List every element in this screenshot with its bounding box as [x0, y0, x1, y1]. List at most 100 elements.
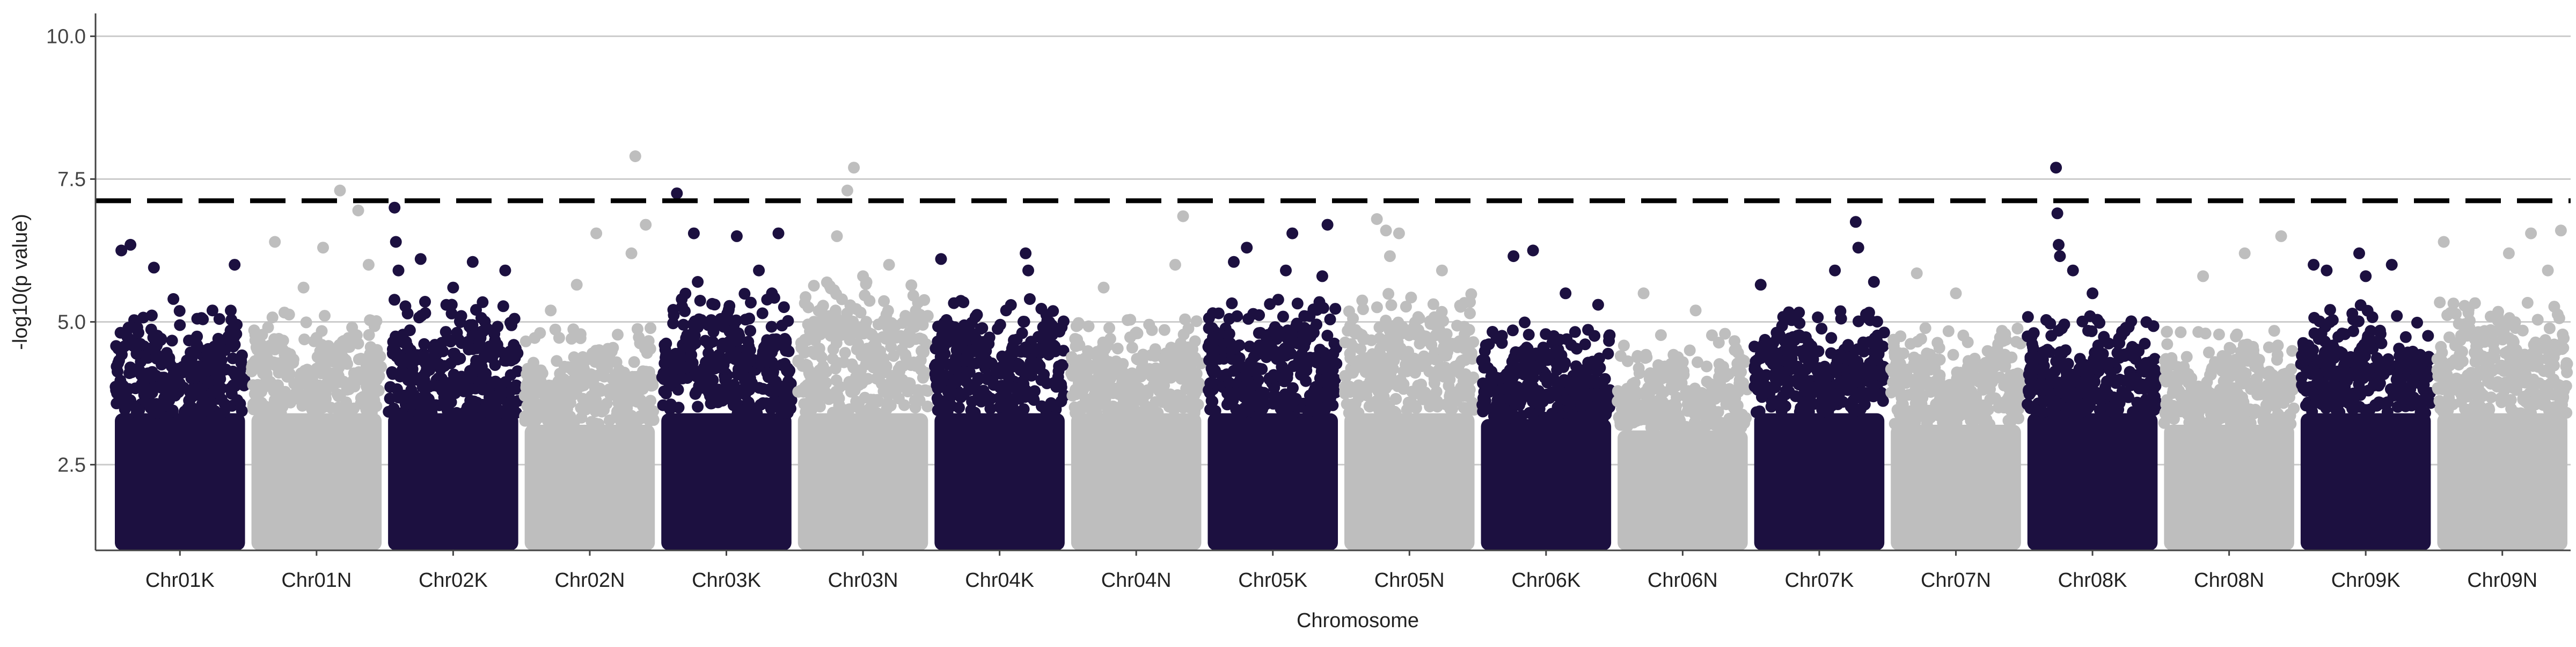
band-point	[2118, 348, 2130, 360]
band-point	[2296, 372, 2308, 383]
band-point	[1565, 382, 1577, 394]
band-point	[2011, 323, 2023, 335]
band-point	[283, 309, 295, 321]
band-point	[1382, 288, 1394, 300]
band-point	[588, 373, 599, 385]
band-point	[809, 395, 821, 406]
band-point	[2050, 396, 2061, 408]
band-Chr02N	[519, 322, 660, 550]
band-point	[1032, 343, 1044, 355]
band-point	[166, 335, 178, 346]
band-point	[1347, 312, 1359, 324]
band-point	[1769, 381, 1781, 393]
band-point	[477, 373, 488, 385]
dense-point-bands	[109, 276, 2573, 550]
band-point	[607, 342, 619, 354]
band-point	[1175, 338, 1187, 350]
band-point	[823, 312, 835, 324]
band-point	[136, 379, 148, 390]
band-point	[1811, 364, 1823, 375]
band-point	[497, 300, 509, 312]
band-point	[248, 324, 260, 336]
band-point	[1094, 357, 1106, 369]
band-point	[448, 348, 459, 360]
band-point	[1050, 402, 1062, 413]
band-point	[174, 319, 186, 331]
band-point	[880, 382, 891, 394]
band-point	[2139, 405, 2150, 417]
band-point	[1951, 367, 1963, 379]
band-point	[1655, 404, 1667, 416]
band-point	[2072, 376, 2084, 388]
band-Chr04N	[1065, 314, 1207, 550]
band-point	[1300, 375, 1312, 387]
band-point	[885, 341, 897, 353]
band-point	[2003, 401, 2015, 412]
band-point	[1908, 412, 1920, 424]
band-point	[1134, 370, 1146, 382]
band-point	[1409, 359, 1421, 371]
band-point	[2187, 394, 2199, 405]
band-point	[2084, 400, 2096, 412]
band-point	[1629, 377, 1641, 389]
band-point	[1943, 325, 1955, 337]
band-point	[1813, 345, 1825, 357]
band-point	[1685, 403, 1696, 415]
band-point	[1277, 350, 1289, 362]
band-point	[1261, 351, 1272, 363]
band-point	[1107, 403, 1119, 415]
band-point	[1488, 373, 1499, 385]
band-point	[2148, 320, 2160, 332]
band-point	[1710, 381, 1722, 393]
band-point	[699, 335, 711, 347]
band-point	[369, 320, 380, 332]
band-point	[1309, 405, 1321, 417]
band-point	[1390, 328, 1402, 339]
band-point	[2369, 399, 2381, 411]
band-point	[506, 319, 517, 331]
band-point	[419, 307, 431, 319]
band-point	[1823, 383, 1835, 395]
band-point	[574, 355, 586, 367]
band-point	[899, 310, 911, 322]
band-point	[589, 387, 601, 398]
band-point	[1029, 385, 1041, 397]
band-point	[2225, 343, 2237, 354]
band-point	[598, 359, 610, 370]
band-point	[537, 367, 548, 379]
band-point	[793, 355, 804, 367]
band-point	[2118, 375, 2130, 387]
band-point	[2278, 397, 2289, 409]
band-point	[1074, 354, 1086, 366]
band-point	[1213, 308, 1225, 319]
band-point	[2236, 372, 2248, 383]
band-point	[1431, 386, 1443, 398]
band-point	[737, 352, 749, 364]
band-point	[1279, 388, 1291, 400]
band-point	[348, 403, 360, 415]
band-point	[478, 343, 489, 355]
band-point	[844, 300, 856, 311]
band-point	[917, 372, 929, 384]
band-point	[1914, 388, 1926, 399]
band-point	[2059, 318, 2070, 330]
band-point	[2192, 326, 2204, 338]
band-point	[1859, 370, 1871, 382]
band-point	[298, 333, 310, 345]
band-point	[406, 398, 418, 410]
band-point	[1887, 366, 1899, 378]
band-point	[1408, 322, 1419, 333]
band-point	[854, 322, 866, 334]
band-point	[1018, 316, 1029, 328]
band-base-Chr02N	[525, 425, 655, 550]
band-Chr02K	[383, 294, 524, 550]
band-Chr01N	[246, 307, 387, 550]
band-Chr01K	[109, 304, 250, 550]
band-point	[757, 308, 769, 319]
band-point	[1990, 350, 2002, 361]
band-point	[1268, 369, 1279, 381]
band-point	[2245, 355, 2257, 367]
band-point	[2049, 406, 2061, 418]
band-point	[870, 373, 882, 384]
